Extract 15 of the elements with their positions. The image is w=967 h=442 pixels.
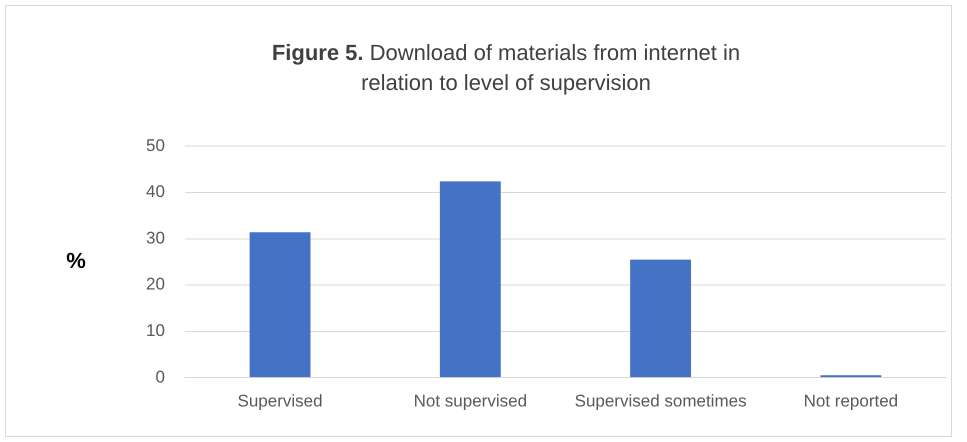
y-tick-label: 20 bbox=[146, 274, 165, 294]
y-tick-label: 10 bbox=[146, 321, 165, 340]
x-tick-label: Supervised bbox=[238, 391, 323, 410]
bar bbox=[250, 232, 310, 378]
x-tick-label: Supervised sometimes bbox=[574, 391, 747, 410]
x-tick-label: Not supervised bbox=[414, 391, 528, 410]
bar bbox=[630, 260, 692, 378]
y-tick-label: 50 bbox=[146, 136, 165, 155]
y-tick-label: 40 bbox=[146, 182, 165, 202]
y-tick-label: 30 bbox=[146, 228, 165, 248]
y-axis-title: % bbox=[66, 248, 86, 273]
bar bbox=[440, 181, 501, 378]
chart-title: Figure 5. Download of materials from internet in relation to level of supervision bbox=[270, 39, 742, 97]
x-tick-label: Not reported bbox=[804, 391, 898, 410]
y-tick-label: 0 bbox=[155, 367, 165, 386]
